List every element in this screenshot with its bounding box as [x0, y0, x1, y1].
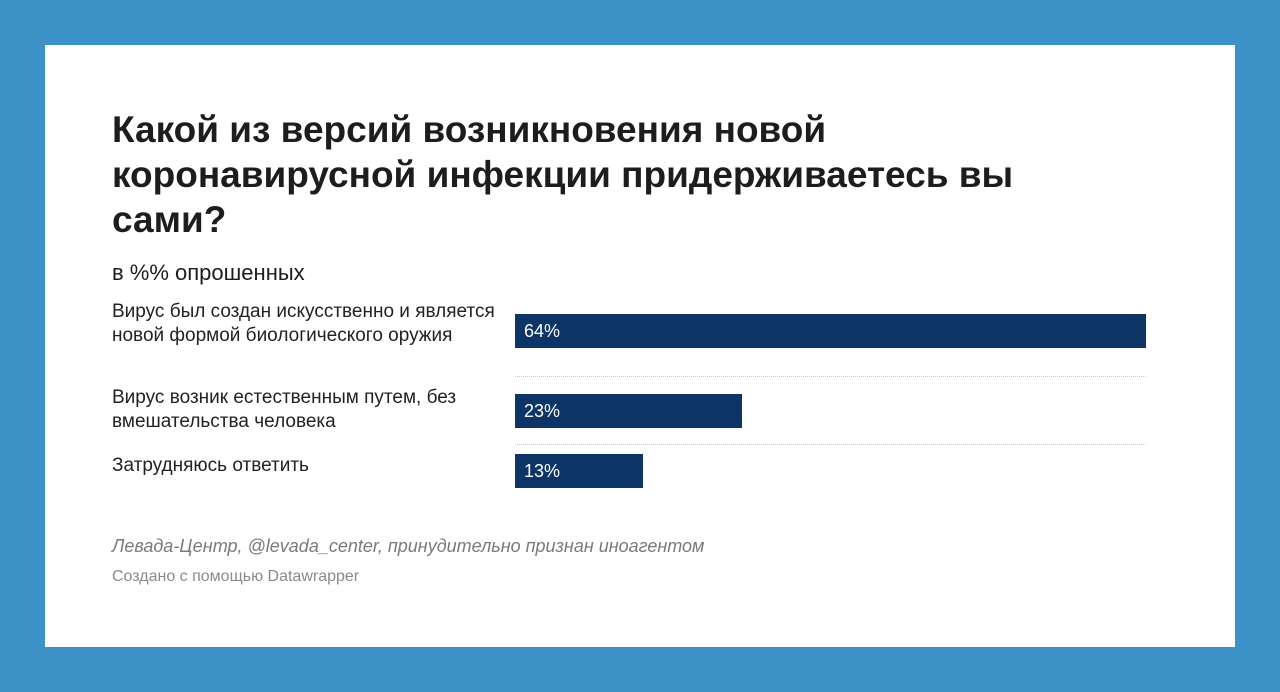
bar-value-label: 13%: [524, 461, 561, 481]
bar: [515, 314, 1146, 348]
bar-chart: Вирус был создан искусственно и является…: [112, 300, 1152, 510]
bar-value-label: 23%: [524, 401, 561, 421]
chart-card: Какой из версий возникновения новой коро…: [45, 45, 1235, 647]
bar: [515, 454, 643, 488]
row-divider: [515, 444, 1146, 445]
chart-source: Левада-Центр, @levada_center, принудител…: [112, 536, 705, 556]
bar-label: Вирус был создан искусственно и является…: [112, 301, 495, 346]
chart-title: Какой из версий возникновения новой коро…: [112, 109, 1014, 240]
bar: [515, 394, 742, 428]
row-divider: [515, 376, 1146, 377]
chart-credit: Создано с помощью Datawrapper: [112, 568, 360, 585]
bar-value-label: 64%: [524, 321, 561, 341]
chart-subtitle: в %% опрошенных: [112, 260, 305, 285]
bar-label: Вирус возник естественным путем, без вме…: [112, 387, 457, 432]
bar-label: Затрудняюсь ответить: [112, 455, 309, 476]
